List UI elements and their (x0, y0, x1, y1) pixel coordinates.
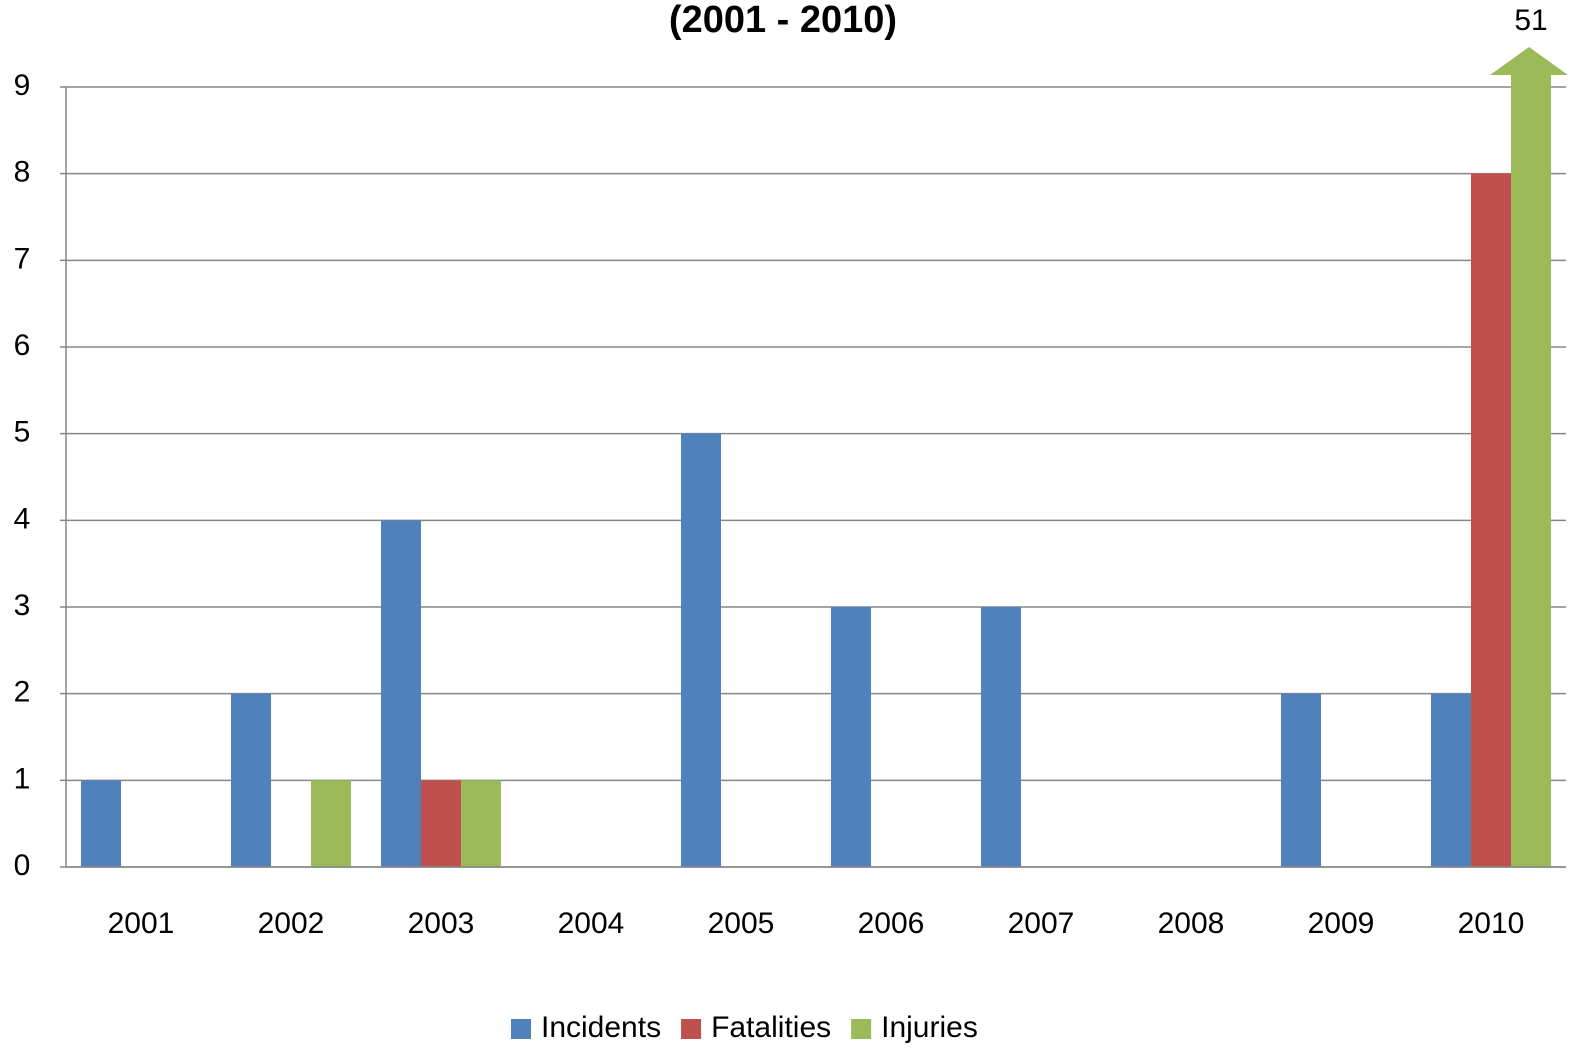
x-tick-label: 2001 (108, 907, 175, 940)
y-tick-label: 3 (14, 589, 31, 622)
chart-title: (2001 - 2010) (669, 0, 897, 41)
bar (381, 520, 421, 867)
bar (1281, 693, 1321, 867)
y-tick-label: 5 (14, 416, 31, 449)
y-tick-label: 2 (14, 676, 31, 709)
bars (81, 75, 1551, 867)
x-tick-label: 2007 (1008, 907, 1075, 940)
x-tick-label: 2006 (858, 907, 925, 940)
y-tick-label: 0 (14, 849, 31, 882)
x-tick-label: 2010 (1458, 907, 1525, 940)
overflow-arrow (1490, 47, 1568, 75)
x-tick-label: 2004 (558, 907, 625, 940)
legend-label: Injuries (881, 1011, 978, 1044)
bar (311, 780, 351, 867)
y-tick-label: 1 (14, 762, 31, 795)
y-tick-label: 4 (14, 502, 31, 535)
x-tick-label: 2002 (258, 907, 325, 940)
x-tick-label: 2003 (408, 907, 475, 940)
bar (81, 780, 121, 867)
legend-swatch (851, 1019, 872, 1039)
bar (461, 780, 501, 867)
legend-swatch (681, 1019, 702, 1039)
y-tick-label: 7 (14, 242, 31, 275)
data-label: 51 (1514, 4, 1547, 37)
legend-label: Incidents (541, 1011, 661, 1044)
bar (1431, 693, 1471, 867)
bar (681, 433, 721, 867)
x-tick-label: 2008 (1158, 907, 1225, 940)
bar (831, 607, 871, 867)
y-tick-label: 8 (14, 156, 31, 189)
x-tick-label: 2005 (708, 907, 775, 940)
bar (981, 607, 1021, 867)
y-tick-label: 9 (14, 69, 31, 102)
legend-label: Fatalities (711, 1011, 831, 1044)
bar (1511, 75, 1551, 867)
y-tick-label: 6 (14, 329, 31, 362)
x-tick-label: 2009 (1308, 907, 1375, 940)
bar (231, 693, 271, 867)
legend-swatch (511, 1019, 531, 1039)
bar (1471, 173, 1511, 867)
bar (421, 780, 461, 867)
